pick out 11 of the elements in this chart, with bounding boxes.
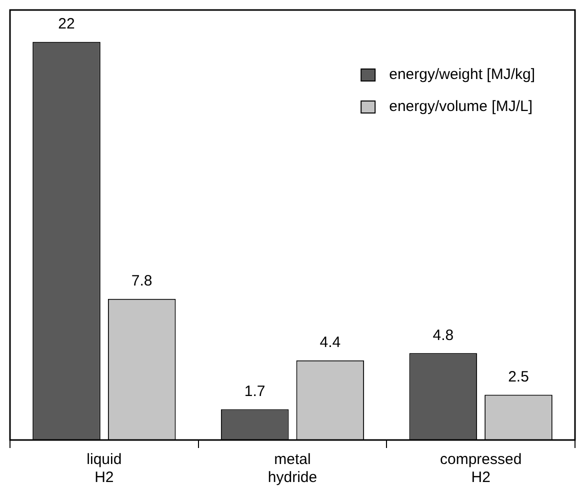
data-label: 2.5: [508, 368, 529, 386]
x-tick-label: liquid H2: [86, 451, 122, 486]
data-label: 1.7: [244, 382, 266, 400]
x-tick-label: metal hydride: [268, 451, 318, 486]
x-tick-label: compressed H2: [440, 451, 522, 486]
legend-label: energy/weight [MJ/kg]: [389, 66, 536, 84]
legend-label: energy/volume [MJ/L]: [389, 98, 533, 116]
data-label: 22: [58, 15, 75, 32]
data-label: 4.4: [320, 334, 341, 352]
data-label: 4.8: [432, 326, 454, 344]
data-label: 7.8: [131, 272, 152, 290]
